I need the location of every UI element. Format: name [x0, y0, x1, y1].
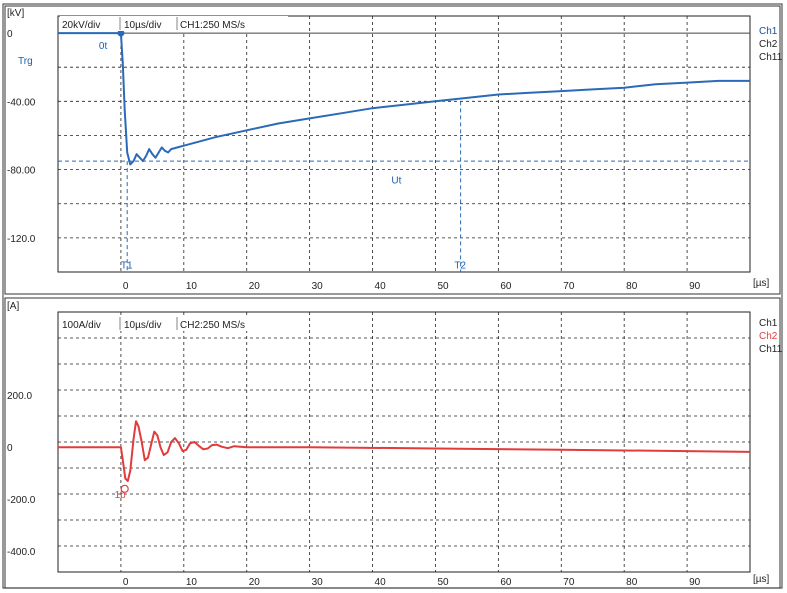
voltage-annotation-ut: Ut: [391, 175, 401, 186]
voltage-x-tick-labels: 0 10 20 30 40 50 60 70 80 90: [123, 281, 701, 292]
voltage-y-tick-label: -120.0: [7, 234, 36, 245]
current-series-ch2: [58, 420, 751, 482]
voltage-annotations: 0t Trg Ut T1 T2: [18, 29, 466, 272]
current-legend-ch11: Ch11: [759, 344, 783, 355]
voltage-reference-lines: [58, 101, 750, 272]
current-trace: [58, 420, 751, 482]
voltage-x-tick-label: 10: [186, 281, 198, 292]
current-peak-marker: [120, 484, 129, 493]
current-x-tick-label: 90: [689, 577, 701, 588]
current-sample-rate-label: CH2:250 MS/s: [180, 320, 245, 331]
current-legend-ch1: Ch1: [759, 318, 778, 329]
voltage-x-tick-label: 40: [375, 281, 387, 292]
current-settings-box: 100A/div 10µs/div CH2:250 MS/s: [60, 316, 288, 331]
current-unit-label: [A]: [7, 301, 19, 312]
voltage-x-tick-label: 50: [437, 281, 449, 292]
trigger-point-marker: [117, 29, 125, 37]
current-y-tick-label: -400.0: [7, 547, 36, 558]
voltage-panel: 0-40.00-80.00-120.0 0 10 20 30 40 50 60 70 80 90 …: [4, 5, 783, 295]
voltage-annotation-t1: T1: [121, 261, 133, 272]
current-annotations: 1b: [115, 484, 129, 501]
current-x-tick-labels: 0 10 20 30 40 50 60 70 80 90: [123, 577, 701, 588]
voltage-plot-area: [57, 15, 751, 273]
current-annotation-1b: 1b: [115, 490, 127, 501]
voltage-x-tick-label: 30: [312, 281, 324, 292]
voltage-x-tick-label: 70: [563, 281, 575, 292]
current-legend: Ch1 Ch2 Ch11: [759, 318, 783, 355]
current-panel: 200.0 0 -200.0 -400.0 0 10 20 30 40 50 60 70 80 90 1…: [4, 297, 783, 589]
current-x-tick-label: 10: [186, 577, 198, 588]
voltage-x-tick-label: 20: [249, 281, 261, 292]
voltage-legend-ch1: Ch1: [759, 26, 778, 37]
current-x-tick-label: 80: [626, 577, 638, 588]
voltage-sample-rate-label: CH1:250 MS/s: [180, 20, 245, 31]
current-x-tick-label: 50: [437, 577, 449, 588]
current-x-unit-label: [µs]: [753, 574, 770, 585]
voltage-grid: [57, 15, 751, 273]
voltage-legend-ch11: Ch11: [759, 52, 783, 63]
voltage-x-tick-label: 80: [626, 281, 638, 292]
current-legend-ch2: Ch2: [759, 331, 778, 342]
voltage-x-tick-label: 90: [689, 281, 701, 292]
voltage-annotation-trg: Trg: [18, 56, 33, 67]
voltage-legend-ch2: Ch2: [759, 39, 778, 50]
current-x-tick-label: 40: [375, 577, 387, 588]
voltage-annotation-t2: T2: [454, 261, 466, 272]
voltage-y-tick-labels: 0 -40.00 -80.00 -120.0: [7, 29, 36, 245]
current-x-tick-label: 30: [312, 577, 324, 588]
voltage-x-tick-label: 60: [500, 281, 512, 292]
voltage-series-ch1: [58, 32, 750, 166]
voltage-vdiv-label: 20kV/div: [62, 20, 100, 31]
current-tdiv-label: 10µs/div: [124, 320, 161, 331]
voltage-x-tick-label: 0: [123, 281, 129, 292]
current-x-tick-label: 0: [123, 577, 129, 588]
voltage-y-tick-label: 0: [7, 29, 13, 40]
voltage-y-tick-label: -40.00: [7, 97, 36, 108]
voltage-settings-box: 20kV/div 10µs/div CH1:250 MS/s: [60, 16, 288, 31]
current-y-tick-labels: 200.0 0 -200.0 -400.0: [7, 391, 36, 558]
current-x-tick-label: 20: [249, 577, 261, 588]
current-x-tick-label: 60: [500, 577, 512, 588]
voltage-y-tick-label: -80.00: [7, 166, 36, 177]
current-x-tick-label: 70: [563, 577, 575, 588]
current-grid: [57, 311, 751, 573]
current-y-tick-label: 200.0: [7, 391, 32, 402]
voltage-trace: [58, 32, 750, 166]
current-y-tick-label: -200.0: [7, 495, 36, 506]
voltage-unit-label: [kV]: [7, 8, 24, 19]
voltage-legend: Ch1 Ch2 Ch11: [759, 26, 783, 63]
voltage-annotation-0t: 0t: [99, 41, 108, 52]
voltage-tdiv-label: 10µs/div: [124, 20, 161, 31]
current-vdiv-label: 100A/div: [62, 320, 101, 331]
voltage-x-unit-label: [µs]: [753, 278, 770, 289]
current-y-tick-label: 0: [7, 443, 13, 454]
